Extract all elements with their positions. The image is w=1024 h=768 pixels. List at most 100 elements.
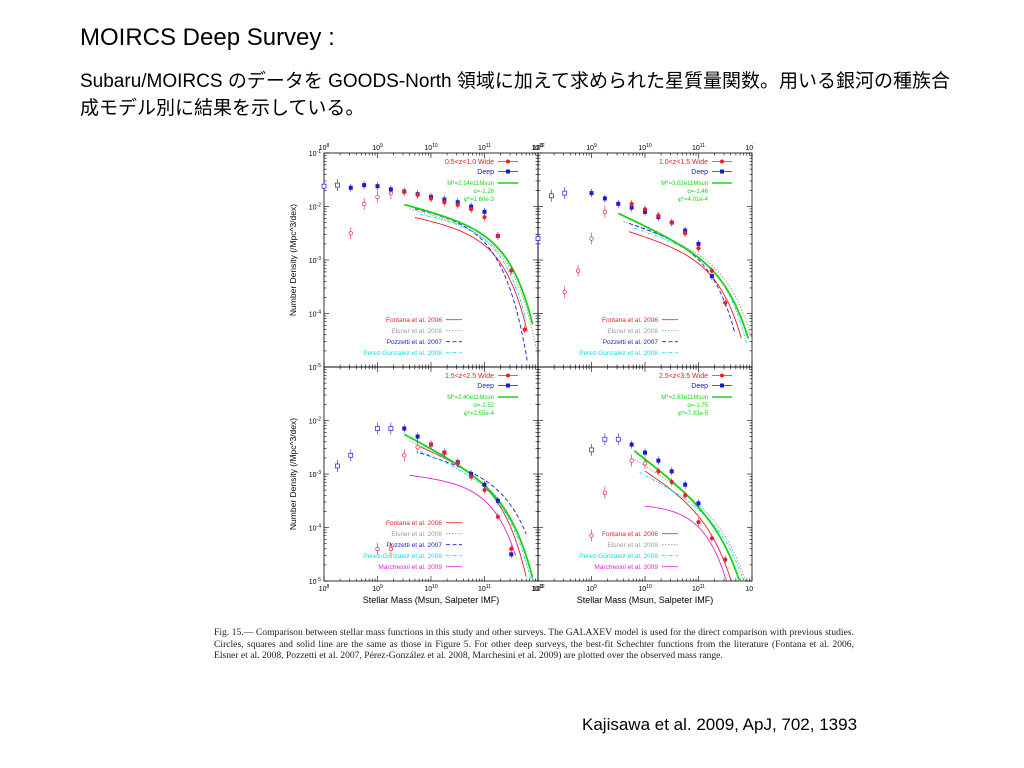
literature-curve-perez [639, 472, 745, 582]
legend-literature-label: Pozzetti et al. 2007 [387, 542, 443, 549]
legend-literature-label: Fontana et al. 2006 [386, 520, 442, 527]
wide-point-open [602, 490, 608, 495]
wide-point [428, 196, 434, 201]
literature-curve-perez [420, 213, 527, 322]
legend-wide-label: 1.0<z<1.5 Wide [659, 159, 708, 166]
wide-point [696, 520, 701, 525]
legend-fit-alpha: α=-1.46 [687, 189, 708, 195]
wide-point [723, 557, 728, 562]
y-tick-label: 10-3 [309, 470, 321, 479]
wide-point [629, 201, 634, 206]
y-tick-label: 10-3 [309, 256, 321, 265]
wide-point [442, 200, 447, 205]
legend-fit-phi: φ*=1.60e-3 [464, 197, 495, 203]
mass-function-figure: 108 109 1010 1011 1012 10-1 10-2 10-3 10-4 10-5 0.… [288, 143, 754, 605]
legend-literature-label: Marchesini et al. 2009 [594, 564, 658, 571]
deep-point-open [602, 436, 608, 442]
citation: Kajisawa et al. 2009, ApJ, 702, 1393 [582, 715, 858, 734]
legend-fit-alpha: α=-1.52 [473, 403, 494, 409]
literature-curve-elsner [409, 208, 539, 358]
legend-deep-symbol [506, 169, 510, 174]
x-tick-label: 109 [586, 584, 597, 593]
wide-point [709, 536, 714, 541]
wide-point-open [375, 546, 380, 552]
x-tick-label: 1011 [478, 143, 491, 152]
wide-point [482, 215, 487, 220]
literature-curve-fontana [644, 470, 733, 582]
legend-literature-label: Pozzetti et al. 2007 [387, 339, 443, 346]
deep-point [683, 482, 688, 487]
legend-literature-label: Elsner et al. 2008 [607, 542, 658, 549]
wide-point [455, 202, 460, 207]
legend-literature-label: Elsner et al. 2008 [607, 328, 658, 335]
x-tick-label: 1010 [424, 143, 438, 152]
legend-fit-alpha: α=-1.75 [687, 403, 708, 409]
wide-point [428, 442, 434, 447]
deep-point [616, 201, 621, 206]
legend-literature-label: Marchesini et al. 2009 [378, 564, 442, 571]
wide-point [469, 474, 474, 479]
wide-point-open [348, 231, 353, 236]
deep-point [669, 469, 674, 474]
wide-point-open [375, 194, 380, 200]
literature-curve-marchesini [644, 505, 728, 582]
best-fit-curve [617, 212, 750, 339]
wide-point [402, 189, 407, 195]
x-tick-label: 1012 [745, 584, 754, 593]
wide-point-open [562, 289, 567, 295]
wide-point-open [629, 458, 634, 463]
y-tick-label: 10-2 [309, 417, 321, 426]
x-tick-label: 1010 [424, 584, 438, 593]
x-tick-label: 1010 [638, 143, 652, 152]
literature-curve-fontana [414, 217, 528, 332]
deep-point [589, 191, 594, 196]
deep-point [415, 434, 420, 439]
x-tick-label: 108 [319, 143, 330, 152]
legend-fit-phi: φ*=2.55e-4 [464, 411, 495, 417]
legend-fit-mstar: M*=3.02e11Msun [661, 181, 708, 187]
wide-point [696, 246, 701, 251]
deep-point [696, 501, 701, 506]
legend-deep-label: Deep [477, 169, 494, 176]
wide-point [522, 327, 527, 332]
legend-deep-label: Deep [691, 169, 708, 176]
deep-point-open [388, 426, 394, 431]
literature-curve-elsner [623, 220, 753, 340]
deep-point-open [335, 463, 340, 469]
wide-point [656, 469, 661, 474]
wide-point [495, 233, 500, 239]
legend-wide-symbol [506, 373, 510, 378]
x-tick-label: 1011 [692, 584, 705, 593]
legend-literature-label: Pozzetti et al. 2007 [603, 339, 659, 346]
literature-curve-pozzetti [414, 208, 528, 362]
x-tick-label: 1012 [745, 143, 754, 152]
figure-caption: Fig. 15.— Comparison between stellar mas… [214, 627, 854, 662]
wide-point-open [388, 546, 394, 552]
wide-point-open [402, 453, 407, 458]
wide-point [669, 220, 674, 225]
y-tick-label: 10-4 [309, 524, 321, 533]
y-tick-label: 10-2 [309, 203, 321, 212]
wide-point [642, 207, 648, 212]
deep-point-open [375, 426, 380, 431]
x-tick-label: 108 [319, 584, 330, 593]
wide-point-open [589, 236, 594, 241]
y-tick-label: 10-4 [309, 310, 321, 319]
legend-deep-symbol [720, 383, 724, 388]
x-tick-label: 108 [533, 584, 544, 593]
wide-point [709, 268, 714, 273]
legend-wide-label: 2.5<z<3.5 Wide [659, 373, 708, 380]
y-tick-label: 10-1 [309, 149, 321, 158]
legend-wide-symbol [506, 159, 510, 164]
legend-literature-label: Elsner et al. 2008 [391, 531, 442, 538]
wide-point-open [361, 201, 367, 206]
deep-point [656, 458, 661, 463]
deep-point [402, 426, 407, 431]
deep-point-open [535, 236, 541, 241]
x-tick-label: 1010 [638, 584, 652, 593]
x-tick-label: 1011 [478, 584, 491, 593]
wide-point-open [415, 445, 420, 450]
literature-curve-perez [420, 450, 532, 582]
legend-literature-label: Perez-Gonzalez et al. 2008 [363, 553, 442, 560]
deep-point-open [562, 190, 568, 196]
